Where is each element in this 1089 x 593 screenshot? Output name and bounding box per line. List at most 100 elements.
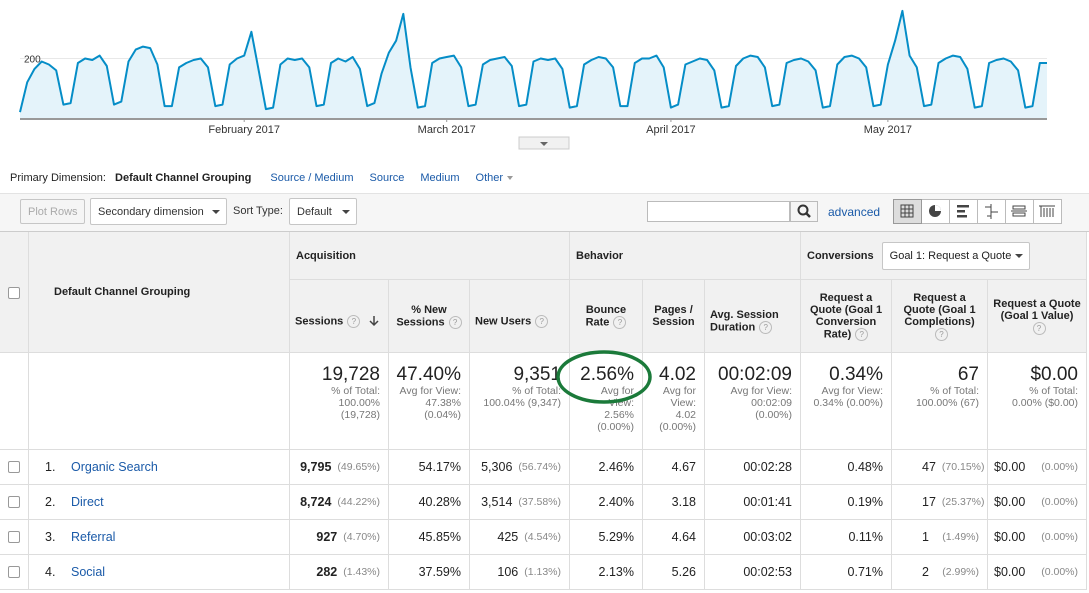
select-all-checkbox[interactable] [8, 287, 20, 299]
cell-value: 45.85% [418, 530, 461, 544]
row-cell: 0.48% [801, 450, 892, 485]
pivot-view[interactable] [1039, 205, 1055, 217]
row-cell: 17 (25.37%) [892, 485, 988, 520]
cell-percent: (0.00%) [1041, 496, 1078, 508]
row-index: 4. [45, 565, 56, 579]
sort-arrow[interactable] [368, 315, 380, 327]
column-label: Request a Quote (Goal 1 Conversion Rate) [809, 291, 883, 340]
total-sub: 4.02 [675, 409, 696, 421]
totals-checkbox-cell [0, 353, 29, 450]
total-value: 19,728 [321, 364, 380, 385]
row-checkbox[interactable] [8, 461, 20, 473]
row-cell: 8,724 (44.22%) [290, 485, 389, 520]
cell-value: 37.59% [418, 565, 461, 579]
secondary-dimension-text: Secondary dimension [98, 205, 204, 218]
row-name[interactable]: Organic Search [71, 460, 158, 474]
plot-rows-button[interactable]: Plot Rows [20, 199, 85, 224]
cell-value: 17 [922, 495, 936, 509]
dimension-option[interactable]: Other [475, 172, 504, 184]
total-sub: 47.38% [425, 397, 461, 409]
bar-view[interactable] [957, 205, 969, 218]
row-checkbox[interactable] [8, 531, 20, 543]
row-name[interactable]: Referral [71, 530, 116, 544]
total-sub: 0.00% ($0.00) [1012, 397, 1078, 409]
advanced-link[interactable]: advanced [828, 205, 881, 219]
dimension-option[interactable]: Source / Medium [270, 172, 354, 184]
cell-value: 1 [922, 530, 929, 544]
term-cloud-view[interactable] [1011, 205, 1027, 217]
row-checkbox-cell [0, 485, 29, 520]
row-cell: 2 (2.99%) [892, 555, 988, 590]
group-header: Acquisition [290, 232, 570, 280]
total-sub: (0.00%) [597, 421, 634, 433]
dimension-header-text: Default Channel Grouping [54, 286, 191, 298]
total-value: 00:02:09 [718, 364, 792, 385]
column-header-content: New Users? [475, 314, 549, 328]
row-cell: 0.19% [801, 485, 892, 520]
column-header-content: Avg. Session Duration? [710, 309, 795, 334]
cell-percent: (4.54%) [524, 531, 561, 543]
row-checkbox-cell [0, 450, 29, 485]
row-cell: 2.46% [570, 450, 643, 485]
row-checkbox-cell [0, 555, 29, 590]
dimension-option[interactable]: Medium [420, 172, 460, 184]
cell-value: 106 [497, 565, 519, 579]
row-checkbox[interactable] [8, 496, 20, 508]
secondary-dimension-select[interactable]: Secondary dimension [90, 198, 227, 225]
dimension-option[interactable]: Source [369, 172, 405, 184]
cell-value: 00:01:41 [743, 495, 792, 509]
column-header: Request a Quote (Goal 1 Conversion Rate)… [801, 280, 892, 353]
search-input[interactable] [647, 201, 790, 222]
row-cell: 2.40% [570, 485, 643, 520]
help-icon: ? [347, 314, 361, 328]
cell-value: 00:03:02 [743, 530, 792, 544]
totals-cell: 4.02 Avg for View: 4.02 (0.00%) [643, 353, 705, 450]
cell-percent: (2.99%) [942, 566, 979, 578]
column-header-content: Pages / Session [648, 304, 699, 328]
primary-dimension: Primary Dimension: Default Channel Group… [10, 172, 514, 184]
cell-percent: (70.15%) [941, 461, 985, 473]
primary-dimension-label: Primary Dimension: [10, 172, 106, 184]
total-sub: (0.04%) [424, 409, 461, 421]
column-label: Request a Quote (Goal 1 Value) [993, 297, 1081, 322]
row-cell: 47 (70.15%) [892, 450, 988, 485]
row-name[interactable]: Social [71, 565, 106, 579]
row-cell: 3.18 [643, 485, 705, 520]
row-checkbox[interactable] [8, 566, 20, 578]
total-sub: (19,728) [340, 409, 380, 421]
row-cell: 106 (1.13%) [470, 555, 570, 590]
total-sub: % of Total: [1029, 385, 1078, 397]
row-cell: 54.17% [389, 450, 470, 485]
row-cell: 00:02:53 [705, 555, 801, 590]
row-cell: 282 (1.43%) [290, 555, 389, 590]
total-value: 2.56% [580, 364, 634, 385]
total-sub: View: [608, 397, 635, 409]
goal-select-text: Goal 1: Request a Quote [889, 249, 1012, 262]
cell-percent: (4.70%) [343, 531, 380, 543]
sort-type-select[interactable]: Default [289, 198, 357, 225]
column-header: New Users? [470, 280, 570, 353]
row-name[interactable]: Direct [71, 495, 104, 509]
total-sub: (0.00%) [755, 409, 792, 421]
totals-cell: $0.00% of Total: 0.00% ($0.00) [988, 353, 1087, 450]
row-cell: 425 (4.54%) [470, 520, 570, 555]
row-cell: 5.29% [570, 520, 643, 555]
column-label: Avg. Session Duration [710, 308, 779, 333]
row-cell: $0.00 (0.00%) [988, 555, 1087, 590]
cell-value: $0.00 [994, 530, 1026, 544]
search-button[interactable] [790, 201, 818, 222]
cell-percent: (49.65%) [337, 461, 380, 473]
cell-value: 927 [316, 530, 338, 544]
table-view[interactable] [893, 199, 922, 224]
row-cell: 0.11% [801, 520, 892, 555]
goal-select[interactable]: Goal 1: Request a Quote [881, 241, 1030, 270]
cell-value: 0.71% [847, 565, 883, 579]
cell-value: 5.26 [671, 565, 696, 579]
compare-view[interactable] [985, 204, 998, 219]
cell-value: 5,306 [481, 460, 513, 474]
column-header-content: Request a Quote (Goal 1 Value)? [993, 298, 1081, 335]
help-icon: ? [855, 327, 869, 341]
column-header: % New Sessions? [389, 280, 470, 353]
total-value: $0.00 [1030, 364, 1078, 385]
